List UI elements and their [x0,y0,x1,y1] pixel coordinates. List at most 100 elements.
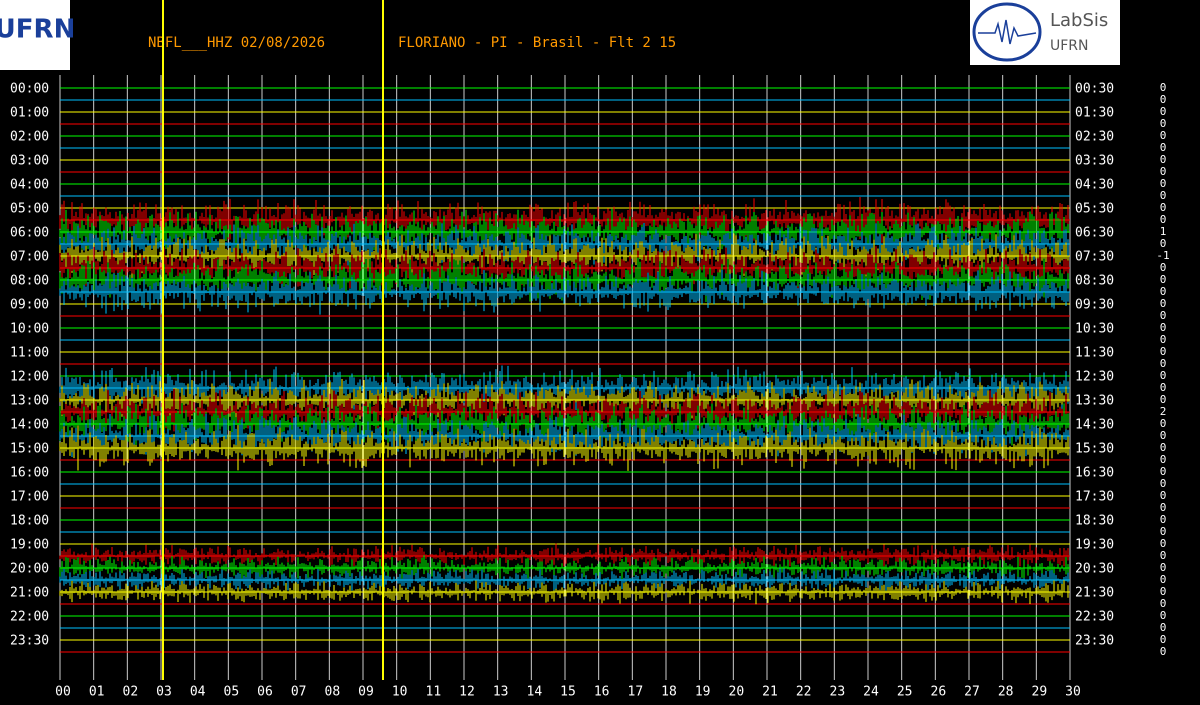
right-value: 0 [1160,261,1167,274]
left-time-label: 10:00 [10,322,49,337]
right-value: 0 [1160,201,1167,214]
left-time-label: 04:00 [10,178,49,193]
minute-label: 19 [695,685,711,700]
minute-label: 16 [594,685,610,700]
minute-label: 14 [527,685,543,700]
right-value: 0 [1160,141,1167,154]
right-time-label: 20:30 [1075,562,1114,577]
right-value: 1 [1160,225,1167,238]
minute-label: 09 [358,685,374,700]
right-value: 0 [1160,573,1167,586]
right-time-label: 05:30 [1075,202,1114,217]
right-time-label: 07:30 [1075,250,1114,265]
right-value: 0 [1160,117,1167,130]
minute-label: 30 [1065,685,1081,700]
right-value: 0 [1160,81,1167,94]
right-time-label: 16:30 [1075,466,1114,481]
right-value: 0 [1160,177,1167,190]
logo-right-title: LabSis [1050,10,1108,31]
minute-label: 28 [998,685,1014,700]
right-value: 0 [1160,393,1167,406]
noise [59,580,1069,605]
right-value: 0 [1160,633,1167,646]
right-value: 0 [1160,285,1167,298]
left-time-label: 03:00 [10,154,49,169]
right-value: 0 [1160,381,1167,394]
right-value: 0 [1160,309,1167,322]
right-time-label: 15:30 [1075,442,1114,457]
minute-label: 26 [931,685,947,700]
minute-label: 00 [55,685,71,700]
right-value: 0 [1160,489,1167,502]
right-value: 0 [1160,465,1167,478]
noise [59,233,1069,279]
right-value: 0 [1160,369,1167,382]
right-value: 0 [1160,213,1167,226]
right-time-label: 00:30 [1075,82,1114,97]
right-time-label: 06:30 [1075,226,1114,241]
right-value: 0 [1160,237,1167,250]
right-value: 0 [1160,189,1167,202]
left-time-label: 05:00 [10,202,49,217]
location: FLORIANO - PI - Brasil - Flt 2 15 [398,35,676,51]
minute-label: 20 [729,685,745,700]
left-time-label: 14:00 [10,418,49,433]
noise [59,257,1069,303]
left-time-label: 12:00 [10,370,49,385]
right-value: 0 [1160,273,1167,286]
right-time-label: 02:30 [1075,130,1114,145]
minute-label: 02 [123,685,139,700]
left-time-label: 19:00 [10,538,49,553]
minute-label: 17 [628,685,644,700]
minute-label: 24 [863,685,879,700]
minute-label: 15 [560,685,576,700]
right-time-label: 22:30 [1075,610,1114,625]
station: NBFL___HHZ 02/08/2026 [148,35,325,51]
minute-label: 04 [190,685,206,700]
right-time-label: 19:30 [1075,538,1114,553]
right-value: 0 [1160,429,1167,442]
left-time-label: 15:00 [10,442,49,457]
right-value: 0 [1160,333,1167,346]
right-value: 0 [1160,93,1167,106]
right-value: 0 [1160,537,1167,550]
left-time-label: 01:00 [10,106,49,121]
right-time-label: 12:30 [1075,370,1114,385]
left-time-label: 21:00 [10,586,49,601]
right-value: 0 [1160,525,1167,538]
logo-left: UFRN [0,15,75,45]
left-time-label: 18:00 [10,514,49,529]
noise [59,270,1069,315]
left-time-label: 06:00 [10,226,49,241]
left-time-label: 00:00 [10,82,49,97]
right-time-label: 14:30 [1075,418,1114,433]
right-value: 0 [1160,297,1167,310]
minute-label: 11 [426,685,442,700]
logo-ring [972,2,1042,62]
right-time-label: 01:30 [1075,106,1114,121]
right-value: 0 [1160,417,1167,430]
right-value: 0 [1160,597,1167,610]
right-value: 0 [1160,165,1167,178]
right-value: 0 [1160,513,1167,526]
noise [59,568,1069,592]
minute-label: 10 [392,685,408,700]
left-time-label: 16:00 [10,466,49,481]
right-value: -1 [1156,249,1169,262]
left-time-label: 09:00 [10,298,49,313]
minute-label: 27 [964,685,980,700]
minute-label: 05 [224,685,240,700]
right-value: 0 [1160,441,1167,454]
noise [59,555,1069,581]
left-time-label: 23:30 [10,634,49,649]
left-time-label: 13:00 [10,394,49,409]
right-value: 2 [1160,405,1167,418]
right-value: 0 [1160,153,1167,166]
logo-right-subtitle: UFRN [1050,38,1089,54]
right-time-label: 11:30 [1075,346,1114,361]
left-time-label: 07:00 [10,250,49,265]
right-value: 0 [1160,549,1167,562]
right-value: 0 [1160,105,1167,118]
